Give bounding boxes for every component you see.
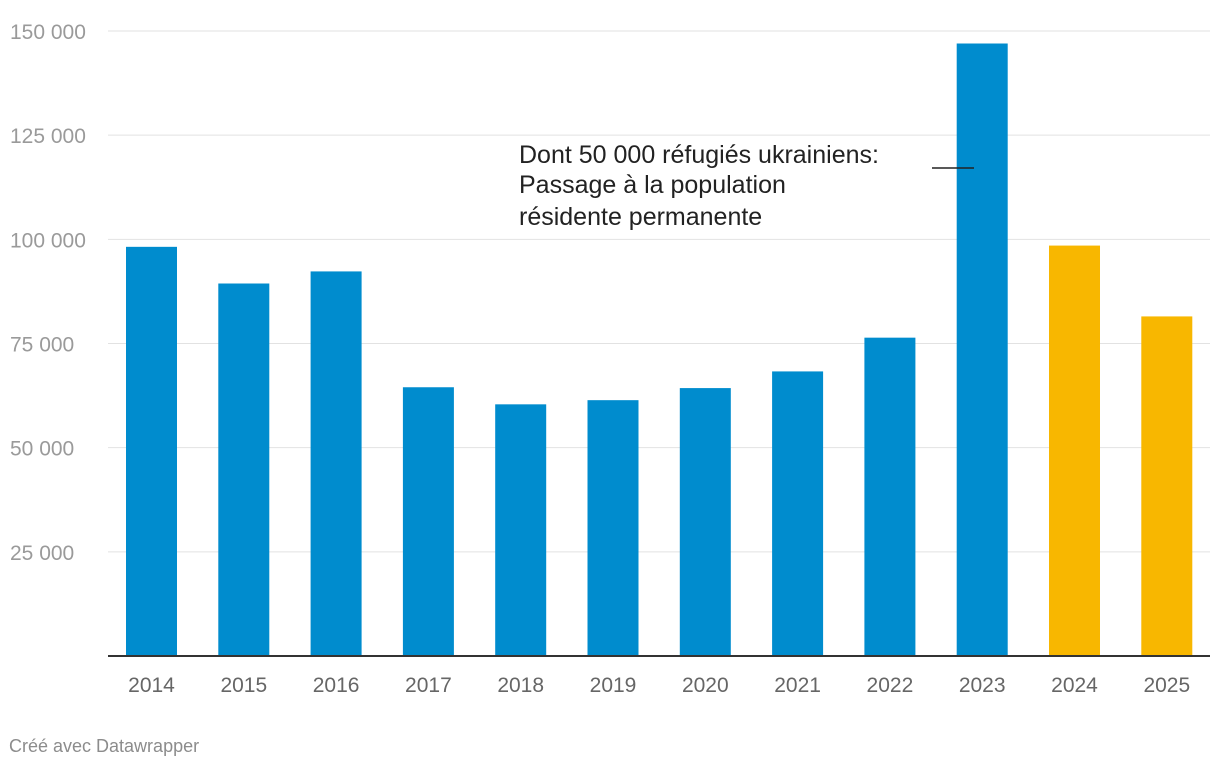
bar-2019 <box>587 400 639 656</box>
y-tick-label: 150 000 <box>10 21 86 44</box>
x-tick-label: 2018 <box>497 674 544 697</box>
bar-2025 <box>1141 316 1193 656</box>
x-tick-label: 2025 <box>1143 674 1190 697</box>
x-tick-label: 2020 <box>682 674 729 697</box>
x-tick-label: 2022 <box>867 674 914 697</box>
bar-2021 <box>772 371 824 656</box>
x-tick-label: 2024 <box>1051 674 1098 697</box>
y-tick-label: 100 000 <box>10 229 86 252</box>
x-tick-label: 2017 <box>405 674 452 697</box>
x-tick-label: 2019 <box>590 674 637 697</box>
bar-2015 <box>218 283 270 656</box>
bar-2017 <box>402 387 454 656</box>
bar-2018 <box>495 404 547 656</box>
bar-2022 <box>864 337 916 656</box>
annotation-line-1: Dont 50 000 réfugiés ukrainiens: <box>519 141 879 169</box>
bar-2014 <box>126 246 177 657</box>
bars <box>126 43 1193 657</box>
annotation: Dont 50 000 réfugiés ukrainiens: Passage… <box>519 141 974 231</box>
x-tick-label: 2021 <box>774 674 821 697</box>
x-tick-label: 2023 <box>959 674 1006 697</box>
x-tick-label: 2016 <box>313 674 360 697</box>
bar-2020 <box>679 388 731 656</box>
x-axis-labels: 2014 2015 2016 2017 2018 2019 2020 2021 2022 2023… <box>128 674 1190 697</box>
y-tick-label: 125 000 <box>10 125 86 148</box>
annotation-line-3: résidente permanente <box>519 203 762 231</box>
bar-2024 <box>1049 245 1100 657</box>
annotation-line-2: Passage à la population <box>519 171 786 199</box>
y-axis-labels: 25 000 50 000 75 000 100 000 125 000 150 000 <box>10 21 86 565</box>
y-tick-label: 75 000 <box>10 334 74 357</box>
credit-text: Créé avec Datawrapper <box>9 736 200 756</box>
y-tick-label: 25 000 <box>10 542 74 565</box>
x-tick-label: 2014 <box>128 674 175 697</box>
bar-2023 <box>956 43 1008 656</box>
gridlines <box>108 30 1210 553</box>
x-tick-label: 2015 <box>220 674 267 697</box>
bar-2016 <box>310 271 362 656</box>
y-tick-label: 50 000 <box>10 438 74 461</box>
